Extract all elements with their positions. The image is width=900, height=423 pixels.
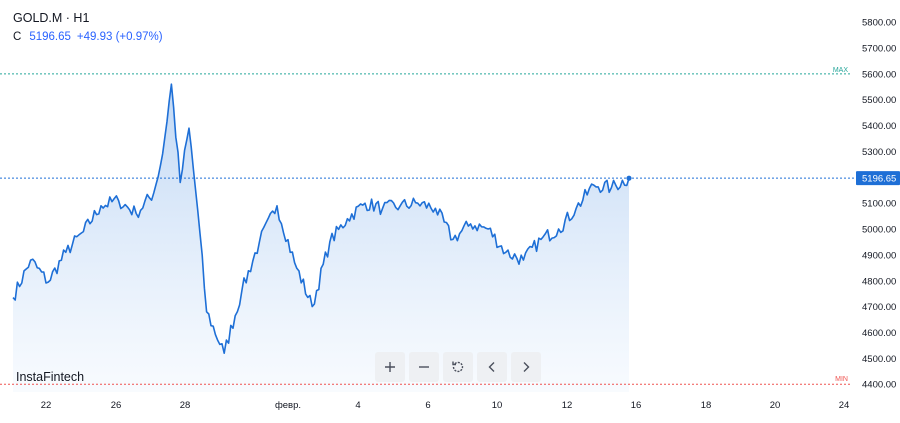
x-tick-label: 26 bbox=[111, 400, 122, 411]
x-tick-label: 20 bbox=[770, 400, 781, 411]
x-tick-label: 24 bbox=[839, 400, 850, 411]
close-value: 5196.65 bbox=[29, 31, 71, 43]
x-tick-label: 16 bbox=[631, 400, 642, 411]
symbol-title: GOLD.M · H1 bbox=[13, 11, 90, 25]
close-label: C bbox=[13, 31, 22, 43]
reset-view-button[interactable] bbox=[443, 352, 473, 382]
x-tick-label: 18 bbox=[701, 400, 712, 411]
x-tick-label: 10 bbox=[492, 400, 503, 411]
y-tick-label: 5500.00 bbox=[862, 95, 896, 106]
y-tick-label: 4400.00 bbox=[862, 380, 896, 391]
chevron-right-icon bbox=[523, 362, 530, 372]
last-price-badge bbox=[856, 171, 900, 186]
x-tick-label: 28 bbox=[180, 400, 191, 411]
y-tick-label: 5100.00 bbox=[862, 199, 896, 210]
last-price-point bbox=[626, 175, 632, 181]
min-label: MIN bbox=[835, 376, 848, 383]
max-label: MAX bbox=[833, 67, 849, 74]
y-tick-label: 5600.00 bbox=[862, 69, 896, 80]
brand-logo-text: InstaFintech bbox=[16, 370, 85, 384]
minus-icon bbox=[419, 366, 429, 368]
y-tick-label: 5700.00 bbox=[862, 43, 896, 54]
plus-icon bbox=[385, 362, 395, 372]
zoom-in-button[interactable] bbox=[375, 352, 405, 382]
chart-toolbar bbox=[375, 352, 541, 382]
scroll-right-button[interactable] bbox=[511, 352, 541, 382]
last-quote: C 5196.65 +49.93 (+0.97%) bbox=[13, 31, 163, 43]
y-tick-label: 5400.00 bbox=[862, 121, 896, 132]
y-tick-label: 4500.00 bbox=[862, 354, 896, 365]
zoom-out-button[interactable] bbox=[409, 352, 439, 382]
x-tick-label: 12 bbox=[562, 400, 573, 411]
y-tick-label: 5000.00 bbox=[862, 225, 896, 236]
x-tick-label: 22 bbox=[41, 400, 52, 411]
last-price-label: 5196.65 bbox=[862, 174, 896, 185]
price-change: +49.93 (+0.97%) bbox=[76, 31, 163, 43]
x-tick-label: 6 bbox=[425, 400, 430, 411]
x-tick-label: 4 bbox=[355, 400, 360, 411]
scroll-left-button[interactable] bbox=[477, 352, 507, 382]
reset-icon bbox=[452, 361, 464, 373]
y-tick-label: 4600.00 bbox=[862, 328, 896, 339]
y-tick-label: 5300.00 bbox=[862, 147, 896, 158]
x-tick-label: февр. bbox=[275, 400, 301, 411]
y-tick-label: 4900.00 bbox=[862, 250, 896, 261]
y-tick-label: 4800.00 bbox=[862, 276, 896, 287]
chevron-left-icon bbox=[488, 362, 495, 372]
y-tick-label: 4700.00 bbox=[862, 302, 896, 313]
y-tick-label: 5800.00 bbox=[862, 18, 896, 29]
price-line bbox=[12, 83, 630, 354]
price-area-fill bbox=[13, 84, 629, 392]
